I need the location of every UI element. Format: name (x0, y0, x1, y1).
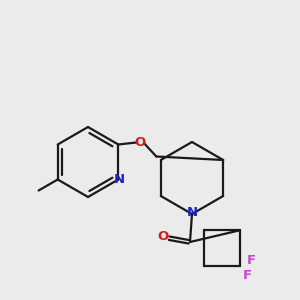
Text: O: O (158, 230, 169, 242)
Text: O: O (135, 136, 146, 149)
Text: F: F (243, 269, 252, 282)
Text: N: N (114, 173, 125, 186)
Text: N: N (186, 206, 198, 220)
Text: F: F (247, 254, 256, 267)
